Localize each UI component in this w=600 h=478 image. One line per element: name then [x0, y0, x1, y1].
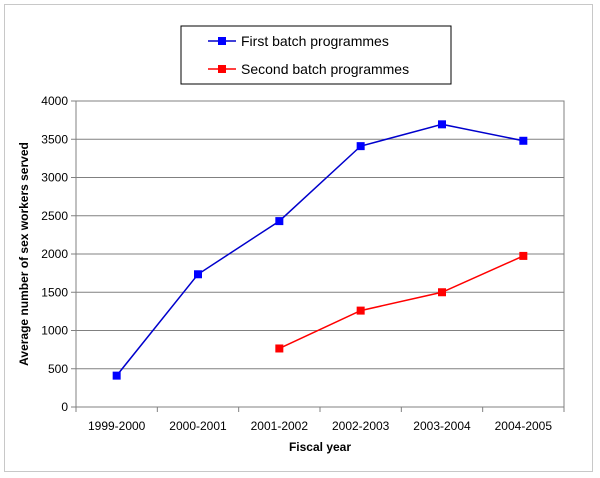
- legend-item: First batch programmes: [208, 33, 389, 49]
- series-1: [112, 120, 528, 380]
- legend-marker: [218, 37, 226, 45]
- data-point: [438, 120, 446, 129]
- x-tick-label: 1999-2000: [88, 419, 146, 433]
- x-tick-label: 2004-2005: [495, 419, 553, 433]
- y-axis-title: Average number of sex workers served: [17, 142, 31, 366]
- legend-label: Second batch programmes: [241, 61, 409, 77]
- y-tick-label: 3500: [41, 132, 68, 146]
- y-tick-label: 2500: [41, 209, 68, 223]
- x-tick-label: 2002-2003: [332, 419, 390, 433]
- legend: First batch programmes Second batch progr…: [208, 33, 409, 77]
- x-tick-label: 2003-2004: [413, 419, 471, 433]
- legend-box: [180, 25, 452, 85]
- series-2: [275, 251, 528, 353]
- data-point: [275, 344, 284, 353]
- y-tick-label: 0: [61, 400, 68, 414]
- data-point: [438, 288, 446, 297]
- legend-item: Second batch programmes: [208, 61, 409, 77]
- y-axis: 0 500 1000 1500 2000 2500 3000 3500 4000: [41, 94, 76, 414]
- x-tick-label: 2000-2001: [169, 419, 227, 433]
- data-point: [356, 142, 365, 151]
- x-tick-label: 2001-2002: [251, 419, 309, 433]
- series-line: [116, 123, 524, 377]
- y-tick-label: 2000: [41, 247, 68, 261]
- data-point: [519, 136, 528, 145]
- data-point: [112, 371, 121, 380]
- legend-marker: [218, 65, 226, 73]
- series-line: [279, 255, 524, 350]
- legend-label: First batch programmes: [241, 33, 389, 49]
- series-group: [112, 120, 528, 380]
- y-tick-label: 1000: [41, 324, 68, 338]
- y-tick-label: 3000: [41, 171, 68, 185]
- y-tick-label: 500: [48, 362, 68, 376]
- data-point: [275, 217, 284, 226]
- y-tick-label: 1500: [41, 285, 68, 299]
- data-point: [356, 306, 365, 315]
- gridlines: [76, 138, 564, 370]
- data-point: [194, 270, 202, 279]
- x-axis-title: Fiscal year: [289, 440, 351, 454]
- x-axis: 1999-2000 2000-2001 2001-2002 2002-2003 2003…: [75, 407, 565, 433]
- y-tick-label: 4000: [41, 94, 68, 108]
- data-point: [519, 251, 528, 260]
